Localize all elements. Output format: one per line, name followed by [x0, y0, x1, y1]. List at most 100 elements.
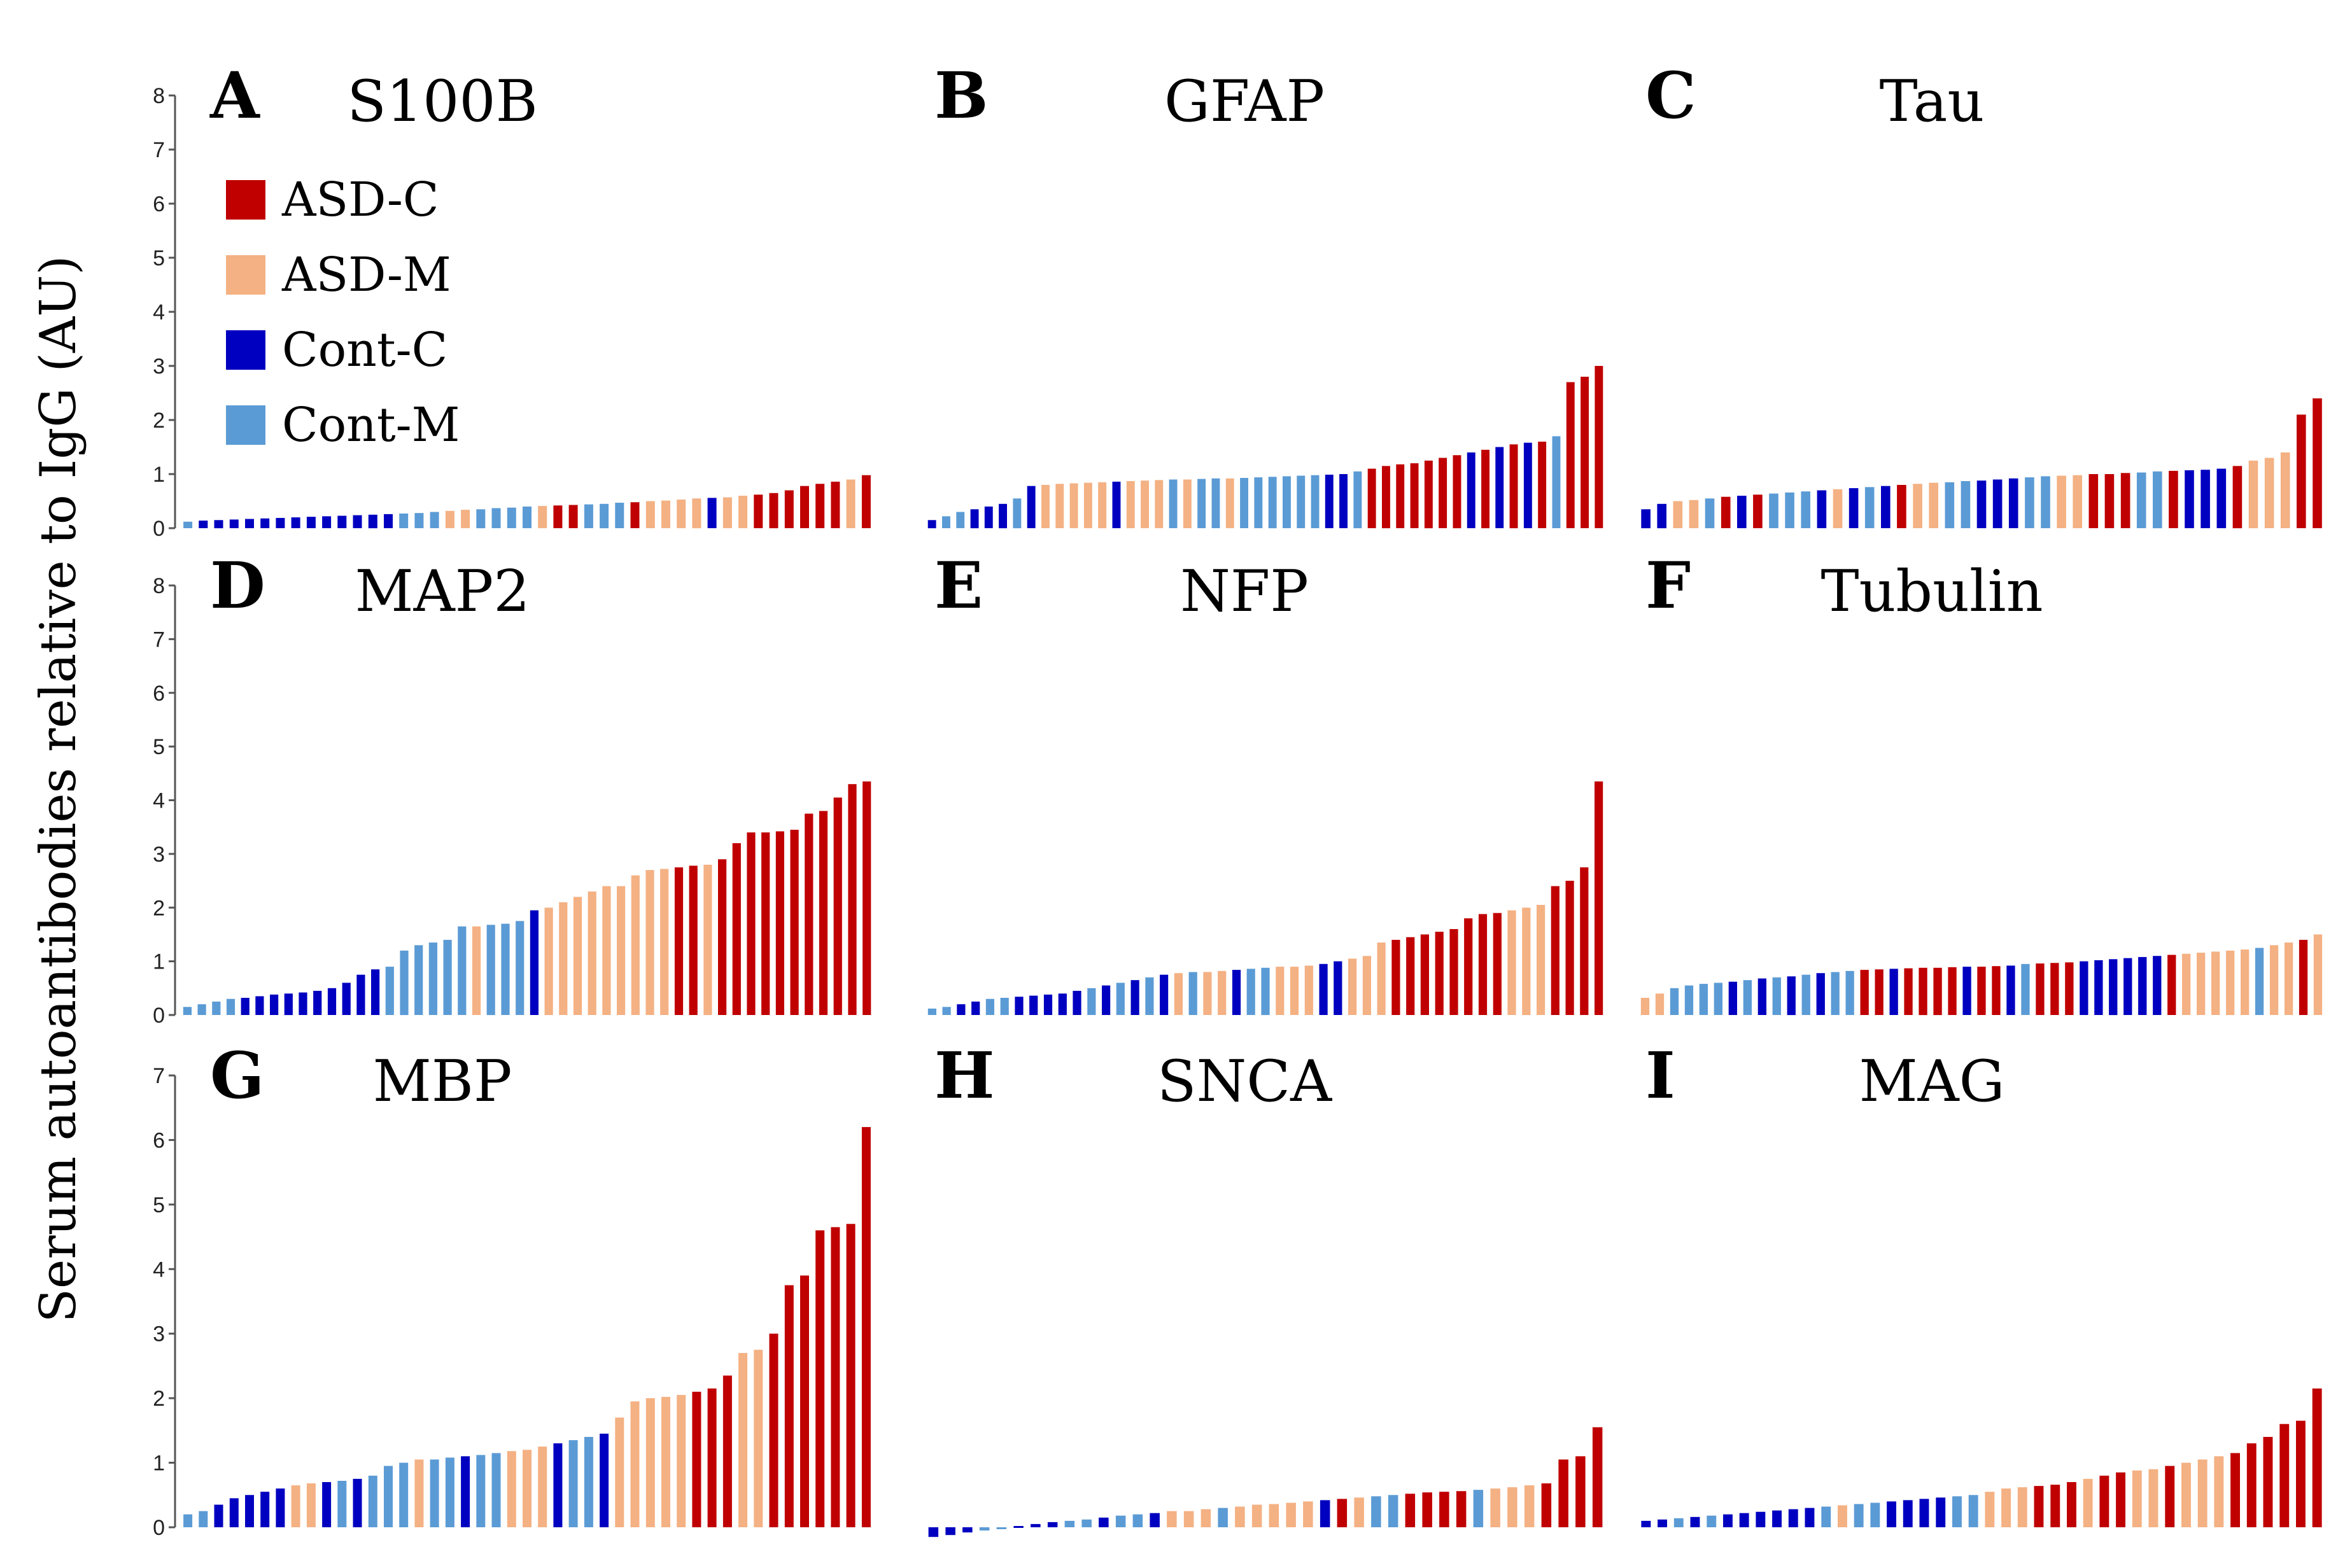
bar-f-22: [1948, 967, 1957, 1015]
bar-f-8: [1743, 980, 1752, 1015]
bar-f-11: [1787, 976, 1796, 1016]
bar-i-29: [2099, 1475, 2109, 1527]
bar-a-27: [584, 504, 593, 528]
bar-a-37: [738, 496, 748, 528]
bar-f-26: [2006, 965, 2015, 1015]
bar-e-45: [1565, 881, 1574, 1015]
panel-letter: I: [1645, 1038, 1675, 1113]
bar-e-32: [1377, 942, 1386, 1015]
bar-i-25: [2034, 1486, 2044, 1527]
bar-i-16: [1887, 1501, 1896, 1527]
bar-h-34: [1490, 1488, 1500, 1527]
bar-d-21: [472, 926, 481, 1015]
bar-d-41: [761, 832, 770, 1015]
bar-d-8: [284, 993, 293, 1016]
bar-a-36: [722, 497, 732, 528]
bar-a-7: [276, 517, 285, 528]
bar-e-8: [1029, 995, 1038, 1015]
panel-b: B GFAP: [927, 58, 1603, 529]
bar-f-7: [1728, 981, 1737, 1015]
bar-f-33: [2109, 959, 2118, 1016]
bar-c-4: [1689, 500, 1699, 528]
bar-b-43: [1523, 442, 1532, 528]
bar-a-42: [815, 484, 825, 528]
y-tick-label: 4: [153, 789, 165, 813]
bar-e-24: [1261, 967, 1270, 1016]
panel-f: F Tubulin: [1640, 548, 2323, 1016]
bar-f-45: [2284, 942, 2293, 1015]
bar-a-20: [476, 509, 486, 529]
bar-e-31: [1362, 956, 1371, 1015]
bar-c-16: [1881, 486, 1891, 528]
bar-h-24: [1320, 1500, 1330, 1527]
y-tick-label: 7: [153, 1064, 165, 1088]
bar-a-41: [800, 486, 809, 528]
bar-h-15: [1167, 1511, 1177, 1527]
bar-e-30: [1348, 958, 1357, 1015]
bar-c-19: [1929, 482, 1938, 528]
bar-e-43: [1537, 905, 1546, 1015]
bar-e-41: [1507, 910, 1516, 1015]
bar-g-24: [538, 1446, 547, 1527]
bar-g-35: [707, 1388, 717, 1527]
bar-a-9: [306, 517, 316, 528]
bar-b-3: [956, 512, 965, 528]
bar-c-6: [1721, 496, 1731, 528]
bar-i-39: [2263, 1437, 2273, 1527]
bar-d-2: [197, 1004, 206, 1015]
bar-i-42: [2312, 1388, 2322, 1527]
y-tick-label: 8: [153, 84, 165, 108]
bar-c-15: [1864, 487, 1875, 528]
bar-f-17: [1875, 969, 1884, 1015]
bar-d-26: [544, 907, 553, 1016]
bar-f-20: [1919, 967, 1927, 1016]
bar-f-28: [2036, 963, 2045, 1015]
panel-title: MBP: [373, 1048, 512, 1115]
panel-i: I MAG: [1641, 1038, 2322, 1527]
legend-swatch-asd-m: [226, 255, 265, 295]
bar-e-6: [1000, 998, 1009, 1015]
bar-b-37: [1439, 458, 1447, 528]
bar-i-23: [2001, 1488, 2011, 1527]
bar-f-2: [1655, 993, 1665, 1016]
bar-b-33: [1382, 466, 1390, 529]
bar-b-8: [1027, 486, 1036, 528]
bar-h-2: [945, 1527, 955, 1536]
bar-a-35: [707, 498, 717, 528]
bar-b-32: [1367, 468, 1376, 528]
bar-h-20: [1251, 1504, 1262, 1527]
panel-d: D MAP2 0 1 2 3 4 5 6 7 8: [153, 548, 871, 1028]
bar-f-10: [1772, 977, 1781, 1015]
legend-item-asd-m: ASD-M: [226, 237, 460, 312]
bar-f-38: [2182, 953, 2191, 1015]
bar-e-7: [1015, 997, 1024, 1015]
bar-e-1: [927, 1008, 936, 1015]
bar-b-15: [1126, 481, 1135, 528]
bar-c-13: [1833, 489, 1843, 528]
legend: ASD-C ASD-M Cont-C Cont-M: [226, 162, 460, 463]
legend-label-cont-c: Cont-C: [282, 323, 448, 377]
bar-h-23: [1303, 1501, 1313, 1527]
bar-a-31: [645, 501, 655, 528]
bar-h-38: [1558, 1459, 1568, 1527]
y-tick-label: 8: [153, 574, 165, 598]
bar-i-7: [1739, 1513, 1749, 1527]
bar-f-32: [2094, 960, 2103, 1015]
bar-a-14: [384, 514, 393, 528]
bar-g-17: [430, 1459, 439, 1527]
bar-i-18: [1919, 1499, 1929, 1527]
bar-c-42: [2297, 414, 2306, 528]
bar-b-16: [1141, 480, 1149, 528]
bar-h-37: [1541, 1483, 1552, 1527]
bar-d-48: [863, 781, 871, 1015]
bar-g-12: [353, 1478, 362, 1527]
bar-e-28: [1319, 963, 1328, 1015]
legend-swatch-cont-m: [226, 405, 265, 445]
bar-b-46: [1566, 382, 1575, 528]
bar-c-29: [2088, 474, 2099, 528]
bar-b-7: [1013, 498, 1022, 529]
bar-h-28: [1388, 1495, 1398, 1527]
bar-a-17: [430, 512, 439, 528]
bar-i-2: [1658, 1519, 1667, 1527]
bar-d-19: [443, 939, 452, 1015]
